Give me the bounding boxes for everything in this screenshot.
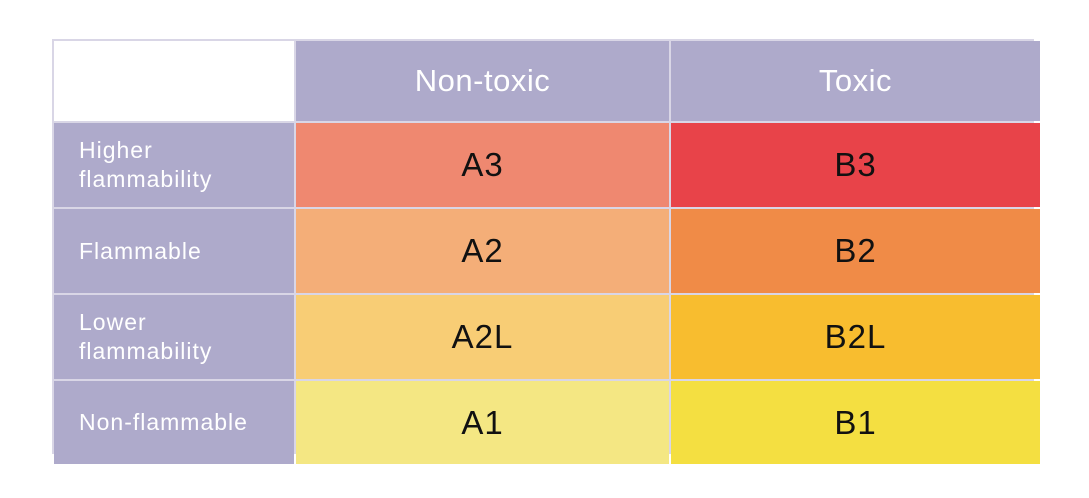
row-header-flammable: Flammable	[54, 209, 294, 293]
class-cell-b2l: B2L	[671, 295, 1040, 379]
class-cell-b3: B3	[671, 123, 1040, 207]
class-cell-a2: A2	[296, 209, 669, 293]
table-corner	[54, 41, 294, 121]
class-cell-a2l: A2L	[296, 295, 669, 379]
class-cell-b1: B1	[671, 381, 1040, 464]
class-cell-b2: B2	[671, 209, 1040, 293]
row-header-lower-flammability: Lower flammability	[54, 295, 294, 379]
row-header-non-flammable: Non-flammable	[54, 381, 294, 464]
class-cell-a1: A1	[296, 381, 669, 464]
column-header-toxic: Toxic	[671, 41, 1040, 121]
column-header-non-toxic: Non-toxic	[296, 41, 669, 121]
row-header-higher-flammability: Higher flammability	[54, 123, 294, 207]
class-cell-a3: A3	[296, 123, 669, 207]
refrigerant-safety-table: Non-toxic Toxic Higher flammability A3 B…	[52, 39, 1040, 464]
